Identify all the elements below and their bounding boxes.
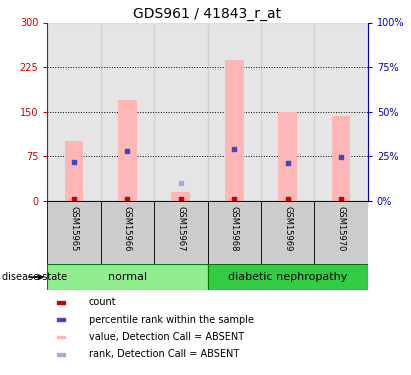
Bar [57, 353, 65, 356]
Text: diabetic nephropathy: diabetic nephropathy [228, 272, 347, 282]
Text: disease state: disease state [2, 272, 67, 282]
Text: GSM15968: GSM15968 [230, 206, 239, 251]
Text: normal: normal [108, 272, 147, 282]
Text: value, Detection Call = ABSENT: value, Detection Call = ABSENT [89, 332, 244, 342]
Text: GSM15969: GSM15969 [283, 206, 292, 251]
Bar [332, 116, 351, 201]
Bar [57, 301, 65, 304]
Bar [47, 22, 101, 201]
Bar [101, 22, 154, 201]
Bar [154, 201, 208, 264]
Bar [154, 22, 208, 201]
Bar [261, 201, 314, 264]
Bar [278, 112, 297, 201]
Bar [314, 201, 368, 264]
Text: rank, Detection Call = ABSENT: rank, Detection Call = ABSENT [89, 350, 239, 359]
Bar [261, 22, 314, 201]
Bar [47, 264, 208, 290]
Bar [208, 264, 368, 290]
Bar [65, 141, 83, 201]
Bar [225, 60, 244, 201]
Text: GSM15970: GSM15970 [337, 206, 346, 251]
Bar [101, 201, 154, 264]
Title: GDS961 / 41843_r_at: GDS961 / 41843_r_at [134, 8, 282, 21]
Bar [208, 22, 261, 201]
Text: percentile rank within the sample: percentile rank within the sample [89, 315, 254, 325]
Bar [208, 201, 261, 264]
Bar [171, 192, 190, 201]
Bar [47, 201, 101, 264]
Text: GSM15966: GSM15966 [123, 206, 132, 251]
Bar [314, 22, 368, 201]
Text: GSM15967: GSM15967 [176, 206, 185, 251]
Text: count: count [89, 297, 117, 307]
Bar [57, 318, 65, 321]
Bar [118, 100, 137, 201]
Text: GSM15965: GSM15965 [69, 206, 79, 251]
Bar [57, 336, 65, 339]
